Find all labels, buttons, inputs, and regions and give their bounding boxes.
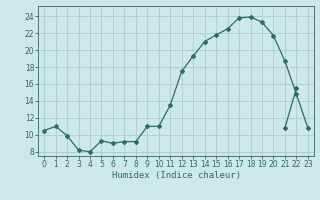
- X-axis label: Humidex (Indice chaleur): Humidex (Indice chaleur): [111, 171, 241, 180]
